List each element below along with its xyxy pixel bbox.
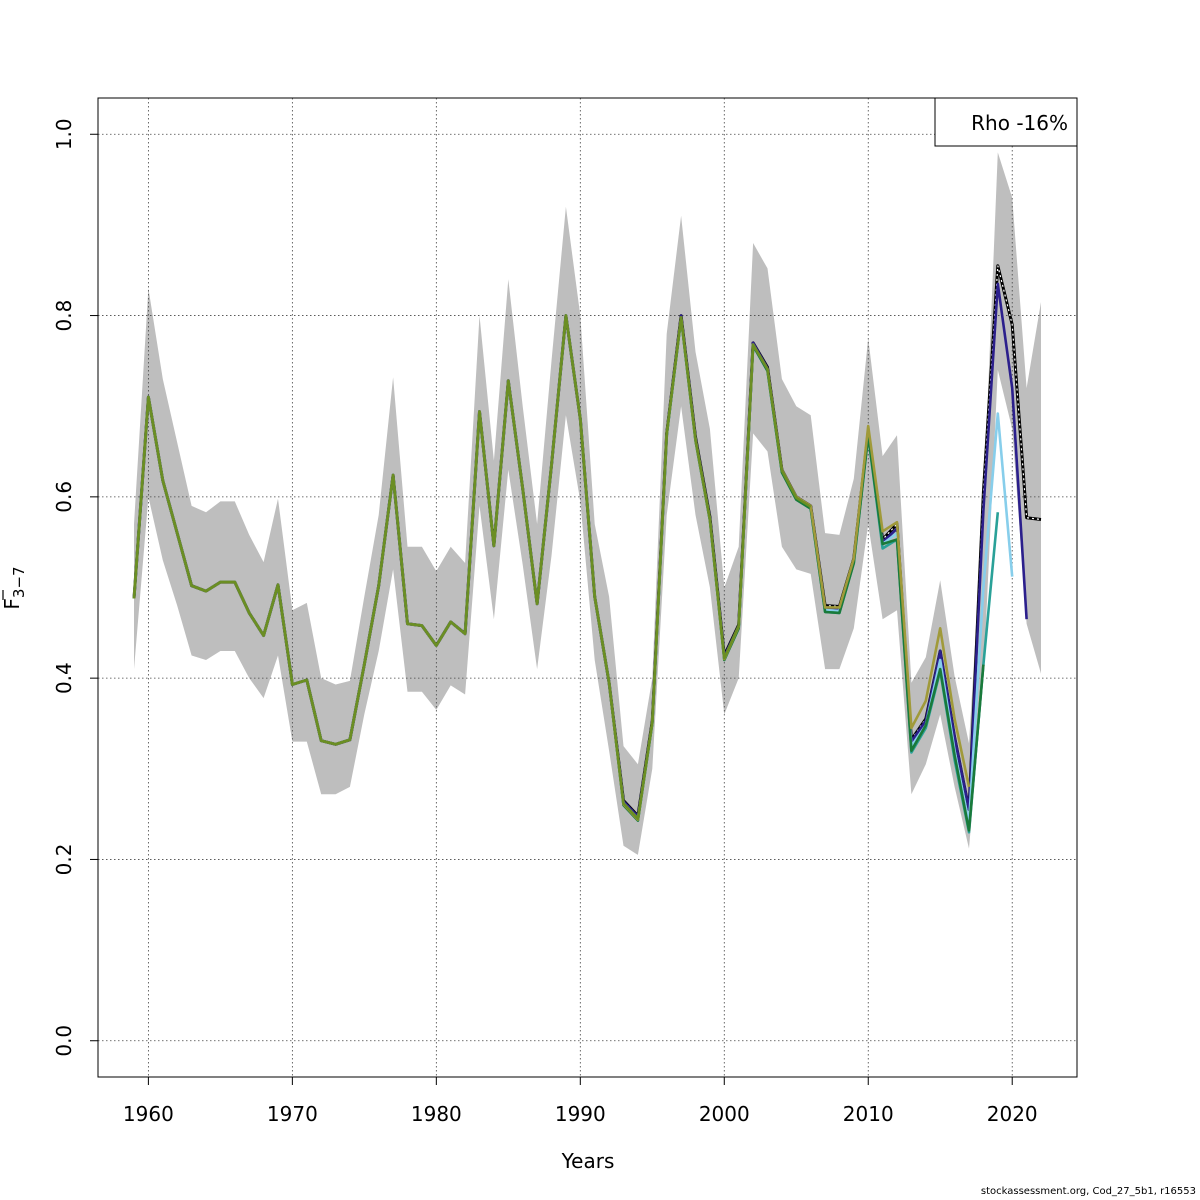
legend-box xyxy=(934,97,1078,147)
y-tick-label: 0.8 xyxy=(52,300,76,332)
x-tick-label: 2020 xyxy=(987,1102,1038,1126)
x-tick-label: 2000 xyxy=(699,1102,750,1126)
x-axis-title: Years xyxy=(561,1149,615,1173)
x-tick-label: 2010 xyxy=(843,1102,894,1126)
y-axis-title-main: F xyxy=(0,598,24,610)
y-tick-label: 1.0 xyxy=(52,118,76,150)
legend: Rho -16% xyxy=(934,97,1078,147)
x-tick-label: 1980 xyxy=(411,1102,462,1126)
series-layer xyxy=(132,264,1042,834)
legend-text: Rho -16% xyxy=(971,111,1068,135)
y-tick-label: 0.4 xyxy=(52,662,76,694)
x-tick-label: 1990 xyxy=(555,1102,606,1126)
y-tick-label: 0.2 xyxy=(52,844,76,876)
plot-frame xyxy=(97,97,1078,1078)
y-axis-title-sub: 3−7 xyxy=(10,566,28,598)
y-tick-label: 0.0 xyxy=(52,1025,76,1057)
y-axis: 0.0 0.2 0.4 0.6 0.8 1.0 xyxy=(52,118,98,1057)
y-tick-label: 0.6 xyxy=(52,481,76,513)
svg-text:F3−7: F3−7 xyxy=(0,566,28,609)
series-line-6 xyxy=(132,314,812,821)
footer-attribution: stockassessment.org, Cod_27_5b1, r16553 xyxy=(980,1186,1196,1197)
y-axis-title: F3−7 xyxy=(0,566,28,609)
x-tick-label: 1970 xyxy=(267,1102,318,1126)
x-axis: 1960 1970 1980 1990 2000 2010 2020 xyxy=(123,1077,1038,1126)
x-tick-label: 1960 xyxy=(123,1102,174,1126)
